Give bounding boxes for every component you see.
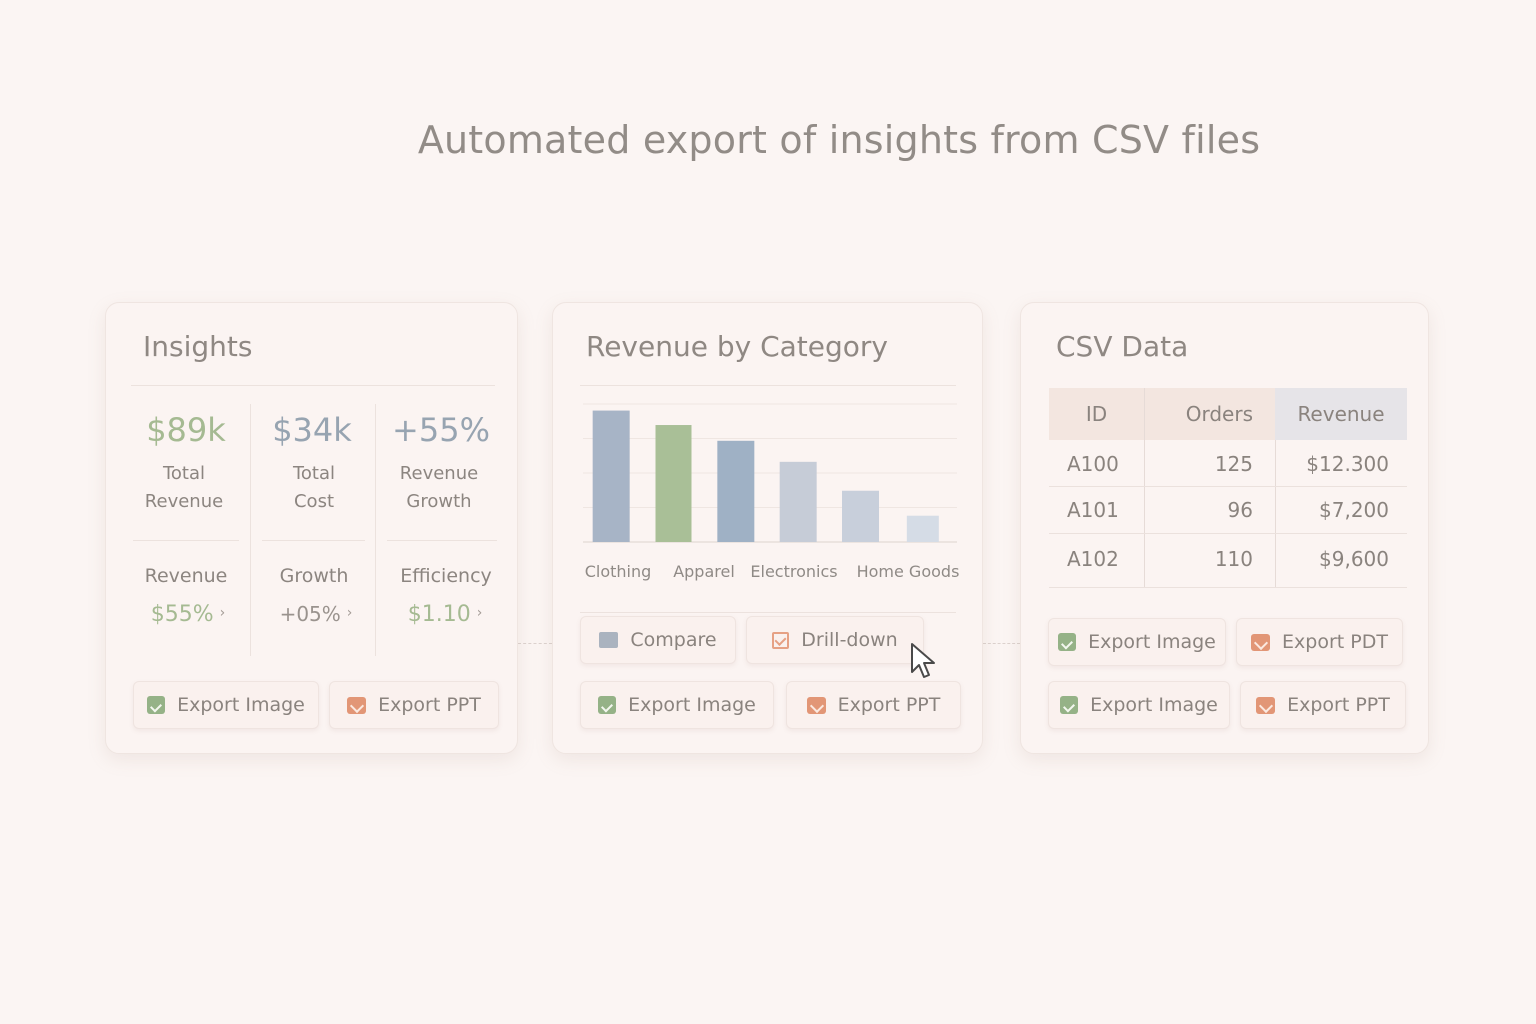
x-tick-label: Home Goods	[856, 562, 960, 581]
csv-export-image-button[interactable]: Export Image	[1048, 618, 1226, 666]
button-label: Export Image	[1090, 694, 1218, 716]
csv-export-ppt-button[interactable]: Export PPT	[1240, 681, 1406, 729]
table-cell: A101	[1067, 498, 1119, 522]
submetric-value-text: +05%	[279, 602, 341, 626]
kpi-label-line: Revenue	[144, 491, 224, 512]
table-cell: $9,600	[1319, 547, 1389, 571]
compare-button[interactable]: Compare	[580, 616, 736, 664]
divider	[262, 540, 365, 541]
column-header-orders[interactable]: Orders	[1185, 402, 1253, 426]
table-cell: A102	[1067, 547, 1119, 571]
divider	[580, 612, 956, 613]
kpi-total-cost-label: Total Cost	[254, 460, 374, 516]
button-label: Export PPT	[1287, 694, 1390, 716]
insights-export-ppt-button[interactable]: Export PPT	[329, 681, 499, 729]
submetric-value-text: $1.10	[407, 602, 471, 627]
table-header-bg-selected	[1275, 388, 1407, 440]
csv-export-image-button-2[interactable]: Export Image	[1048, 681, 1230, 729]
button-label: Compare	[630, 629, 717, 651]
kpi-revenue-growth-value: +55%	[392, 411, 490, 449]
divider	[133, 540, 239, 541]
image-icon	[598, 696, 617, 714]
csv-title: CSV Data	[1056, 330, 1189, 363]
page-title: Automated export of insights from CSV fi…	[417, 118, 1261, 162]
table-cell: A100	[1067, 452, 1119, 476]
button-label: Export PPT	[837, 694, 941, 716]
image-icon	[147, 696, 166, 714]
x-tick-label: Clothing	[584, 562, 652, 581]
insights-export-image-button[interactable]: Export Image	[133, 681, 319, 729]
table-cell: $7,200	[1319, 498, 1389, 522]
button-label: Export Image	[177, 694, 305, 716]
kpi-revenue-growth-label: Revenue Growth	[379, 460, 499, 516]
kpi-total-revenue-label: Total Revenue	[124, 460, 244, 516]
chart-export-image-button[interactable]: Export Image	[580, 681, 774, 729]
chart-title: Revenue by Category	[586, 330, 888, 363]
submetric-growth-value[interactable]: +05% ›	[256, 602, 376, 626]
x-tick-label: Apparel	[673, 562, 735, 581]
column-header-revenue[interactable]: Revenue	[1297, 402, 1385, 426]
table-cell: 110	[1214, 547, 1253, 571]
submetric-revenue-label: Revenue	[144, 565, 228, 587]
button-label: Export Image	[1088, 631, 1216, 653]
submetric-growth-label: Growth	[279, 565, 349, 587]
button-label: Drill-down	[801, 629, 898, 651]
button-label: Export PDT	[1282, 631, 1388, 653]
ppt-icon	[1251, 633, 1271, 651]
column-header-id[interactable]: ID	[1085, 402, 1108, 426]
kpi-label-line: Total	[292, 463, 336, 484]
mouse-cursor-icon	[911, 643, 935, 678]
ppt-icon	[347, 696, 367, 714]
divider	[250, 404, 251, 656]
row-divider	[1049, 587, 1407, 588]
kpi-label-line: Total	[162, 463, 206, 484]
chevron-right-icon: ›	[219, 605, 226, 621]
row-divider	[1049, 533, 1407, 534]
drill-down-button[interactable]: Drill-down	[746, 616, 924, 664]
kpi-label-line: Cost	[293, 491, 335, 512]
insights-card	[105, 302, 518, 754]
connector-line	[518, 643, 552, 644]
connector-line	[983, 643, 1020, 644]
table-cell: 96	[1227, 498, 1253, 522]
column-divider	[1144, 388, 1145, 588]
submetric-efficiency-value[interactable]: $1.10 ›	[385, 602, 505, 627]
divider	[375, 404, 376, 656]
chevron-right-icon: ›	[346, 605, 353, 621]
table-cell: $12.300	[1306, 452, 1389, 476]
chart-export-ppt-button[interactable]: Export PPT	[786, 681, 961, 729]
csv-export-pdt-button[interactable]: Export PDT	[1236, 618, 1403, 666]
row-divider	[1049, 486, 1407, 487]
divider	[387, 540, 497, 541]
submetric-value-text: $55%	[150, 602, 214, 627]
submetric-revenue-value[interactable]: $55% ›	[128, 602, 248, 627]
column-divider	[1275, 440, 1276, 588]
kpi-label-line: Revenue	[399, 463, 479, 484]
divider	[131, 385, 495, 386]
divider	[580, 385, 956, 386]
chevron-right-icon: ›	[476, 605, 483, 621]
submetric-efficiency-label: Efficiency	[400, 565, 492, 587]
table-cell: 125	[1214, 452, 1253, 476]
checkbox-icon	[772, 631, 790, 649]
image-icon	[1058, 633, 1077, 651]
csv-data-card	[1020, 302, 1429, 754]
button-label: Export Image	[628, 694, 756, 716]
ppt-icon	[1256, 696, 1276, 714]
kpi-total-cost-value: $34k	[272, 411, 352, 449]
image-icon	[1060, 696, 1079, 714]
ppt-icon	[806, 696, 826, 714]
kpi-total-revenue-value: $89k	[146, 411, 226, 449]
kpi-label-line: Growth	[406, 491, 472, 512]
insights-title: Insights	[143, 330, 253, 363]
table-header-bg	[1049, 388, 1275, 440]
button-label: Export PPT	[378, 694, 481, 716]
compare-icon	[599, 632, 619, 648]
x-tick-label: Electronics	[750, 562, 838, 581]
